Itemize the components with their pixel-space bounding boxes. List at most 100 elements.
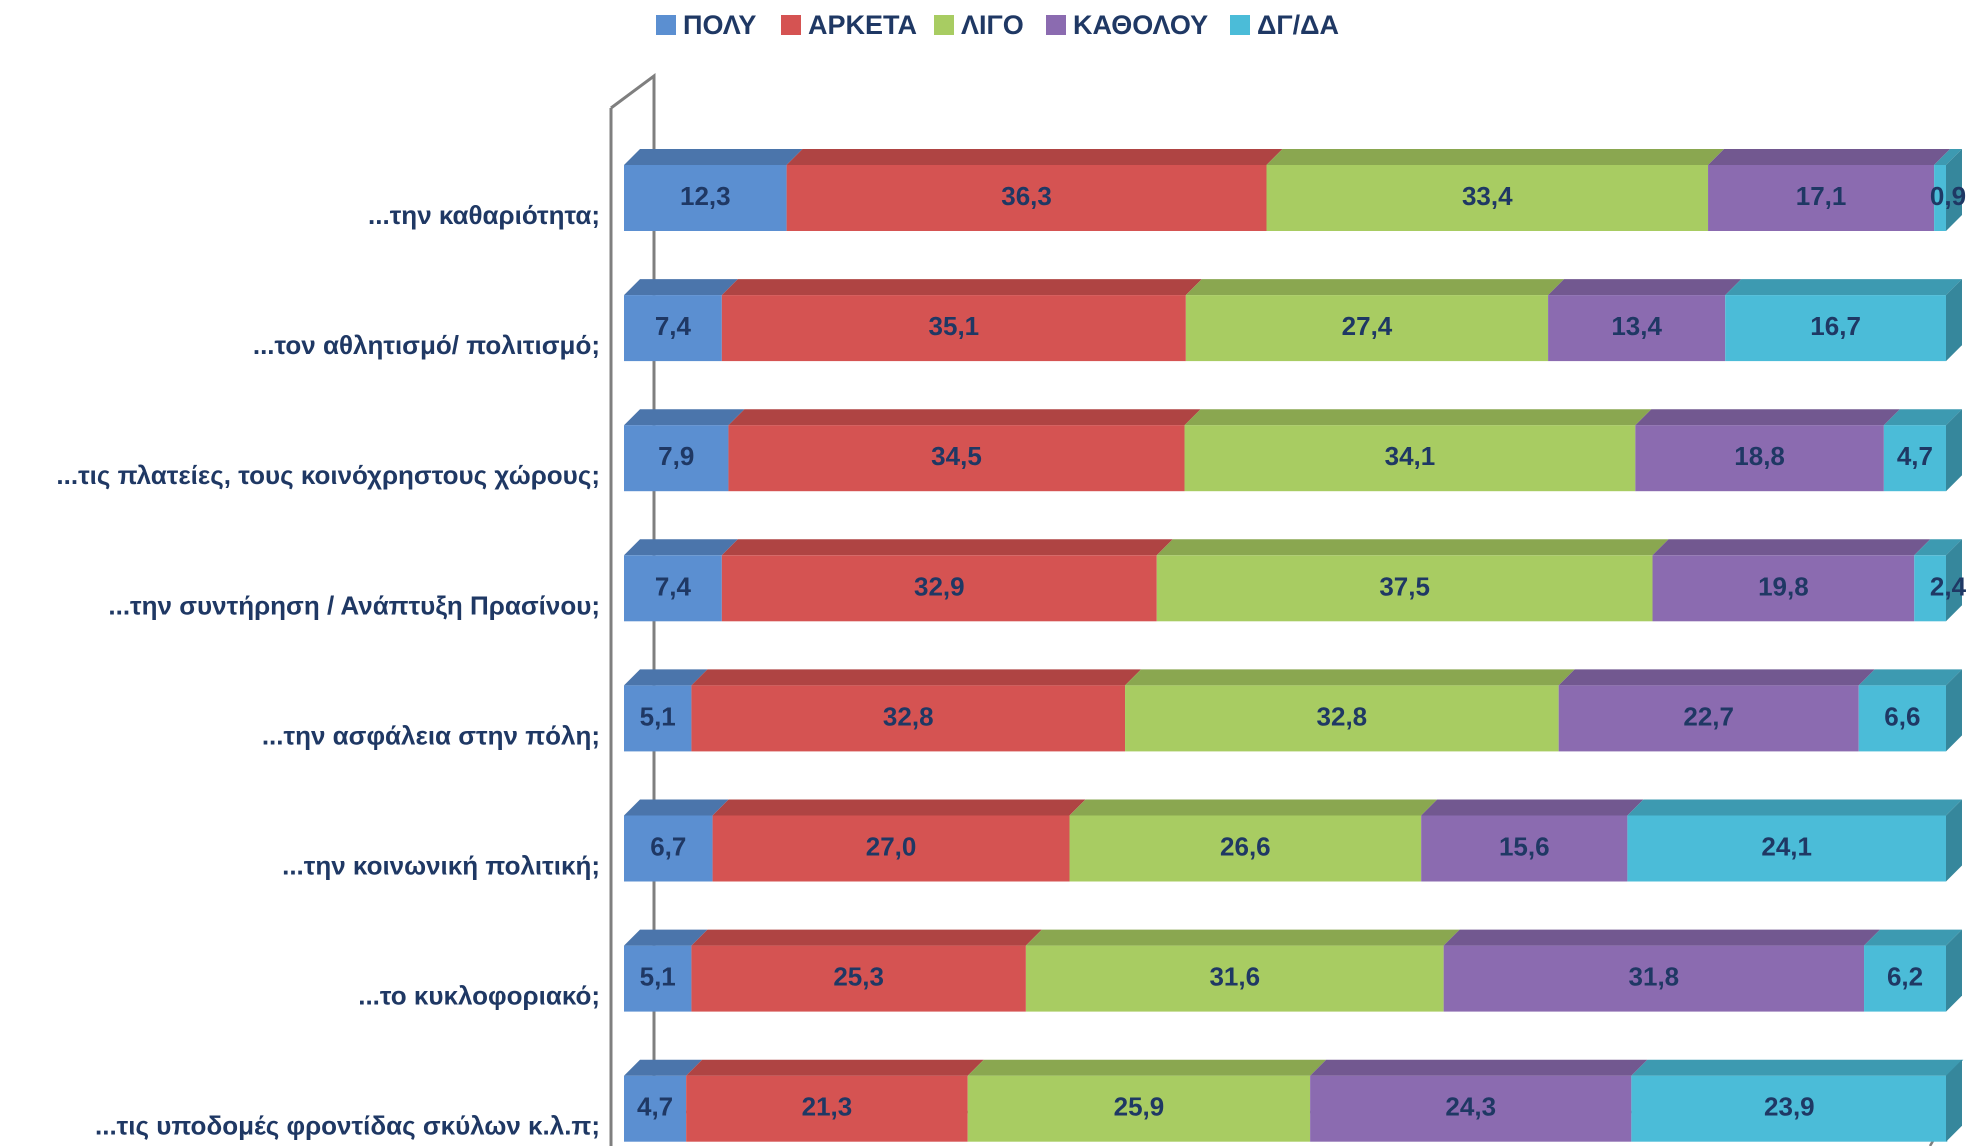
bar-side-face [1946,149,1962,231]
bar-top-face [1266,149,1725,165]
bar-front-face [1864,945,1946,1012]
bar-front-face [1310,1075,1632,1142]
category-label: ...την ασφάλεια στην πόλη; [262,720,600,750]
bar-segment [1421,799,1644,882]
bar-front-face [1725,295,1946,362]
bar-front-face [1443,945,1865,1012]
data-label: 22,7 [1683,701,1734,731]
category-label: ...την συντήρηση / Ανάπτυξη Πρασίνου; [108,590,600,620]
data-label: 31,6 [1209,962,1260,992]
bar-front-face [624,555,722,622]
bar-top-face [1934,149,1962,165]
bar-segment [624,279,738,362]
data-label: 7,4 [655,571,692,601]
bar-side-face [1946,279,1962,362]
bar-segment [1156,539,1669,622]
data-label: 5,1 [640,962,676,992]
bar-segment [1310,1059,1648,1142]
bar-top-face [1864,929,1962,946]
bar-front-face [1548,295,1726,362]
category-label: ...τον αθλητισμό/ πολιτισμό; [253,330,600,360]
data-label: 17,1 [1796,181,1847,211]
bar-top-face [1310,1059,1648,1076]
data-label: 2,4 [1930,571,1967,601]
bar-front-face [624,165,787,231]
bar-front-face [1421,815,1628,882]
legend-label: ΑΡΚΕΤΑ [808,10,917,40]
bar-front-face [786,165,1267,231]
bar-segment [624,1059,703,1142]
bar-front-face [624,1075,687,1142]
category-label: ...το κυκλοφοριακό; [358,981,600,1011]
bar-front-face [1069,815,1422,882]
legend-swatch [934,15,954,35]
data-label: 6,2 [1887,962,1923,992]
bar-front-face [1858,685,1946,752]
data-label: 35,1 [929,311,980,341]
bar-top-face [1652,539,1931,556]
bar-segment [1864,929,1962,1012]
data-label: 24,3 [1445,1092,1496,1122]
bar-top-face [691,929,1042,946]
legend-label: ΠΟΛΥ [683,10,756,40]
bar-segment [1934,149,1962,231]
bar-top-face [624,799,729,816]
data-label: 4,7 [637,1092,673,1122]
category-labels: ...την καθαριότητα; ...τον αθλητισμό/ πολ… [56,200,600,1141]
bar-segment [1635,409,1900,492]
bar-segment [1184,409,1652,492]
bar-segment [624,929,708,1012]
data-label: 34,5 [931,441,982,471]
bar-top-face [967,1059,1327,1076]
category-label: ...τις υποδομές φροντίδας σκύλων κ.λ.π; [95,1111,600,1141]
bar-segment [1725,279,1962,362]
bar-segment [1185,279,1565,362]
data-label: 37,5 [1379,571,1430,601]
bar-front-face [691,945,1026,1012]
bar-top-face [624,409,745,426]
category-label: ...την κοινωνική πολιτική; [282,851,600,881]
data-label: 27,4 [1342,311,1393,341]
data-label: 32,8 [1317,701,1368,731]
bar-top-face [624,279,738,296]
legend-label: ΚΑΘΟΛΟΥ [1073,10,1208,40]
bar-front-face [1025,945,1444,1012]
data-label: 12,3 [680,181,731,211]
bar-front-face [721,555,1157,622]
bar-top-face [624,539,738,556]
legend-swatch [656,15,676,35]
data-label: 25,3 [833,962,884,992]
bar-segment [624,799,729,882]
bar-top-face [721,539,1173,556]
bar-side-face [1946,669,1962,752]
bar-top-face [1069,799,1438,816]
bar-side-face [1946,1059,1962,1142]
bar-segment [1558,669,1875,752]
bar-front-face [1635,425,1884,492]
data-label: 32,8 [883,701,934,731]
bar-top-face [1548,279,1742,296]
data-label: 0,9 [1930,181,1966,211]
bar-top-face [1914,539,1962,556]
data-label: 7,9 [658,441,694,471]
bar-segment [1652,539,1931,622]
legend-swatch [1046,15,1066,35]
bar-segment [691,929,1042,1012]
bar-segment [721,539,1173,622]
bar-top-face [786,149,1283,165]
bar-segment [624,669,708,752]
bar-front-face [721,295,1186,362]
data-label: 19,8 [1758,571,1809,601]
bar-top-face [1708,149,1951,165]
legend-label: ΔΓ/ΔΑ [1257,10,1339,40]
data-label: 24,1 [1761,832,1812,862]
bar-top-face [1421,799,1644,816]
data-label: 6,6 [1884,701,1920,731]
bar-segment [1858,669,1962,752]
legend-label: ΛΙΓΟ [961,10,1024,40]
bar-top-face [624,1059,703,1076]
bar-segment [967,1059,1327,1142]
category-label: ...την καθαριότητα; [368,200,600,230]
bar-segment [1125,669,1575,752]
